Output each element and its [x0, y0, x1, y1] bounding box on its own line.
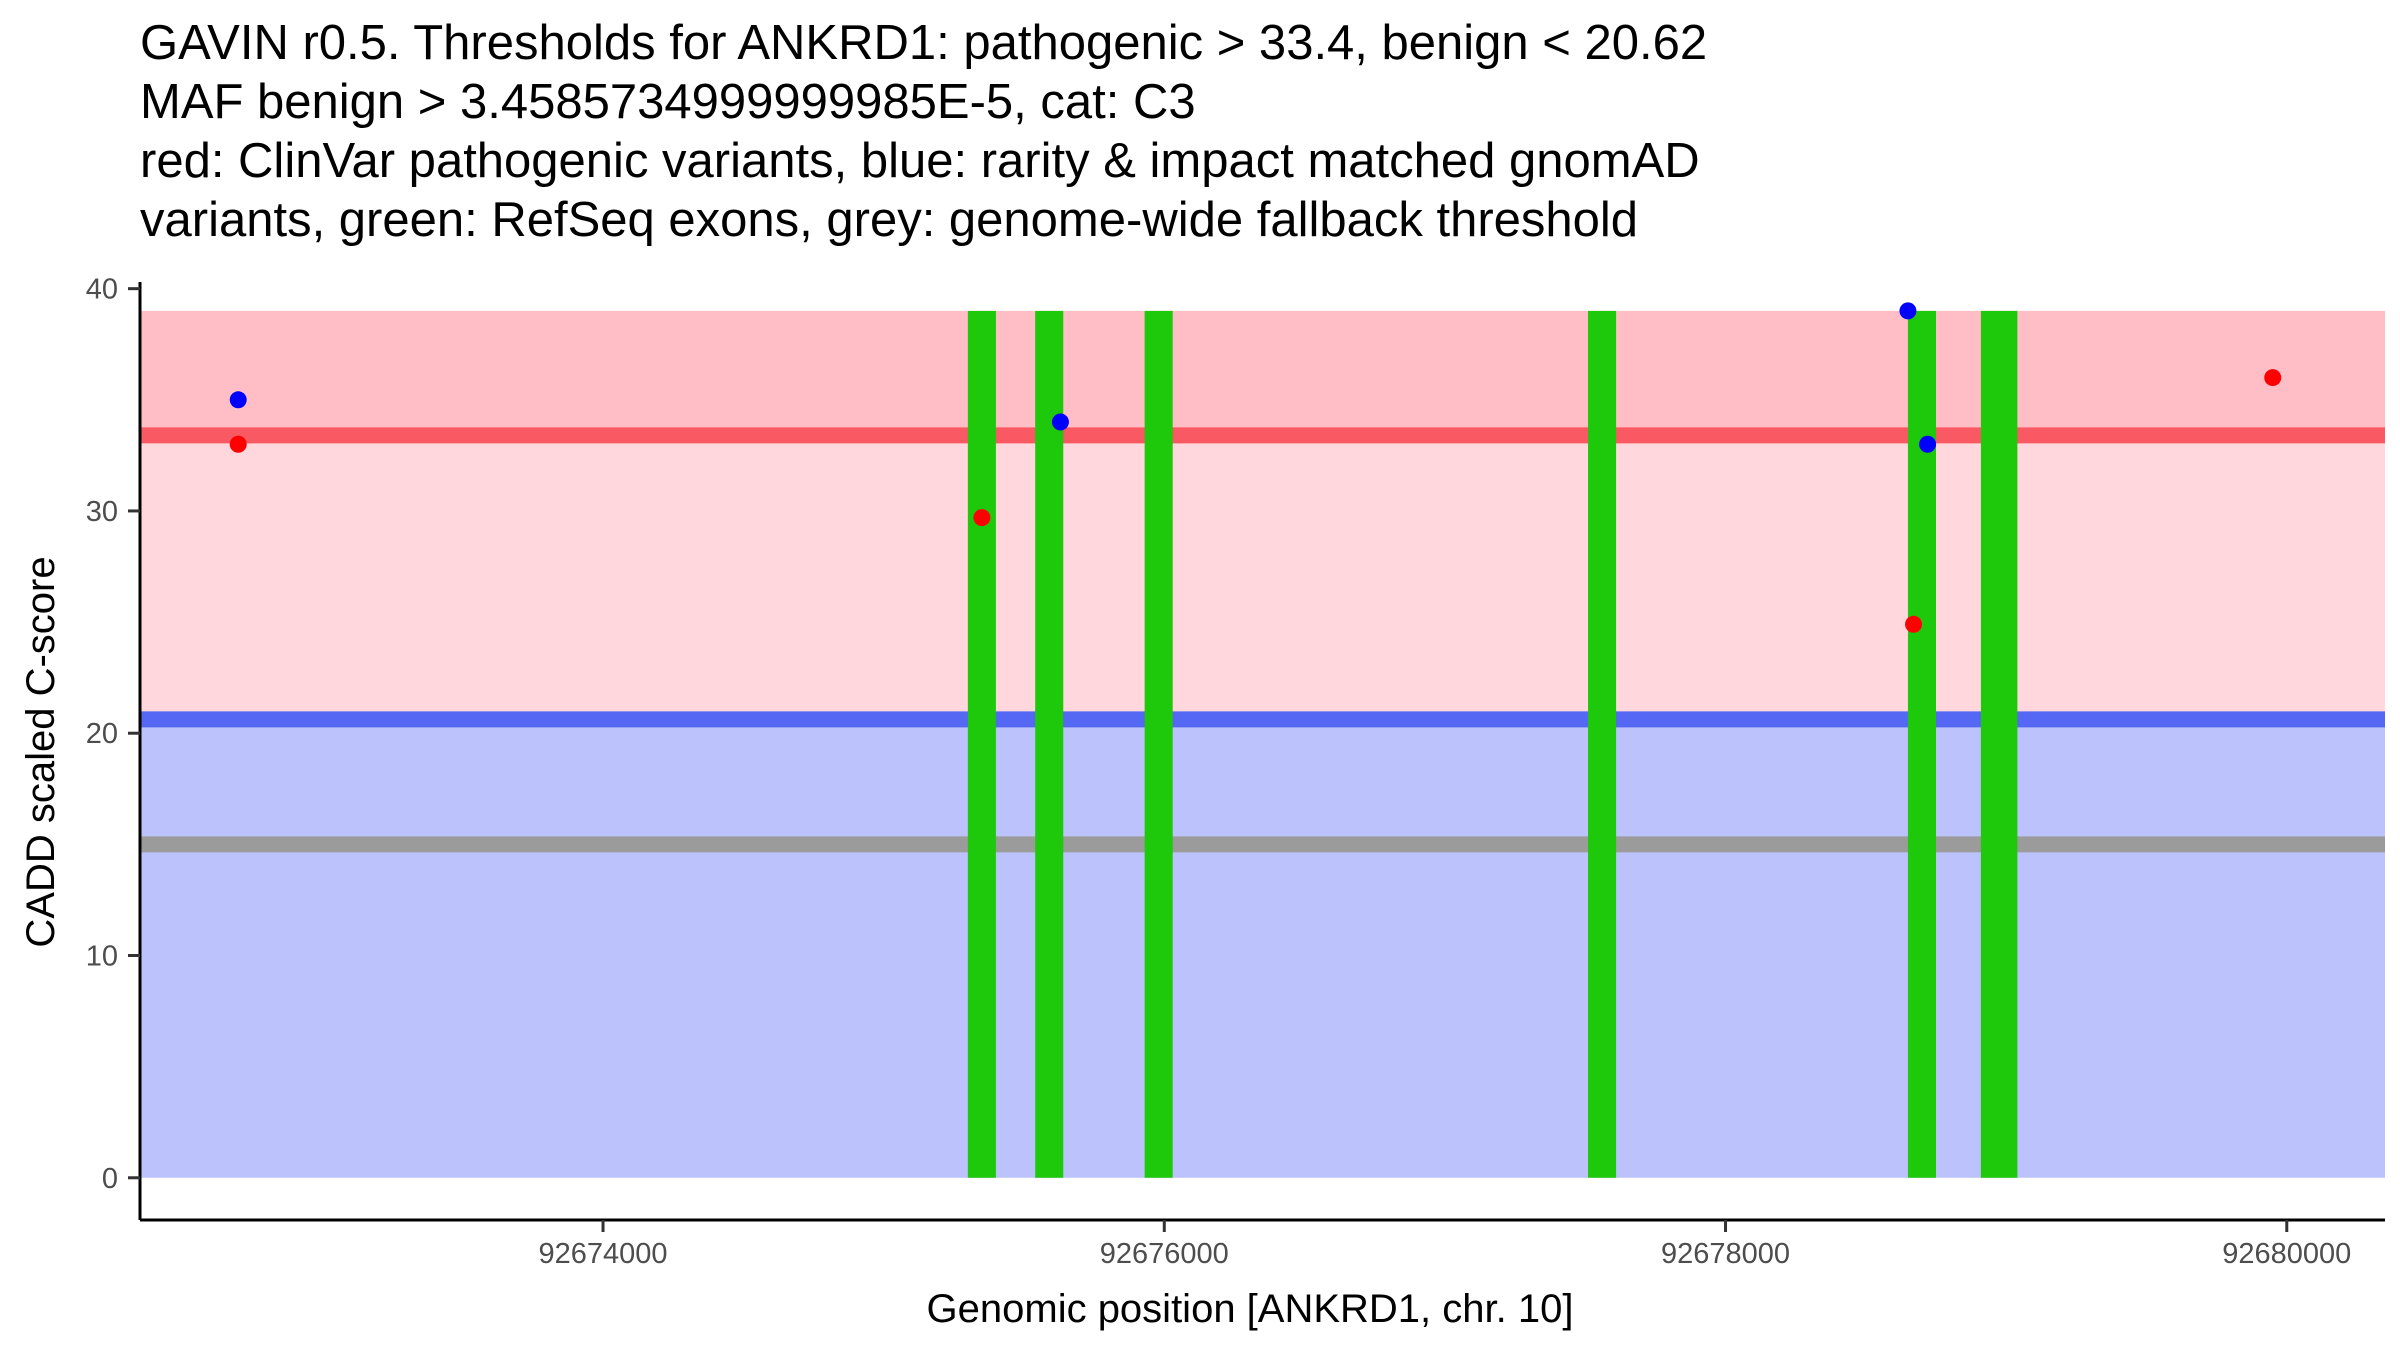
gnomad-point-1	[229, 391, 247, 409]
clinvar-point-2	[973, 509, 991, 527]
title-line-2: MAF benign > 3.4585734999999985E-5, cat:…	[140, 75, 1196, 129]
x-tick-label-3: 92678000	[1661, 1238, 1790, 1270]
benign-zone-band	[140, 719, 2385, 1178]
pathogenic-zone-band	[140, 310, 2385, 436]
clinvar-point-4	[2264, 369, 2282, 387]
title-line-1: GAVIN r0.5. Thresholds for ANKRD1: patho…	[140, 16, 1708, 70]
clinvar-point-1	[229, 435, 247, 453]
gnomad-point-4	[1919, 435, 1937, 453]
title-line-4: variants, green: RefSeq exons, grey: gen…	[140, 193, 1639, 247]
x-tick-label-4: 92680000	[2222, 1238, 2351, 1270]
x-tick-label-2: 92676000	[1100, 1238, 1229, 1270]
exon-bar-1	[967, 310, 996, 1178]
exon-bar-2	[1035, 310, 1064, 1178]
y-tick-label-5: 40	[86, 274, 118, 306]
y-tick-label-4: 30	[86, 496, 118, 528]
exon-bar-5	[1907, 310, 1936, 1178]
x-tick-label-1: 92674000	[539, 1238, 668, 1270]
gnomad-point-2	[1051, 413, 1069, 431]
chart-title: GAVIN r0.5. Thresholds for ANKRD1: patho…	[140, 14, 2360, 250]
y-tick-label-1: 0	[102, 1163, 118, 1195]
exon-bar-3	[1144, 310, 1173, 1178]
clinvar-point-3	[1905, 615, 1923, 633]
exon-bar-4	[1588, 310, 1617, 1178]
y-axis-label: CADD scaled C-score	[19, 556, 63, 947]
y-tick-label-2: 10	[86, 940, 118, 972]
gnomad-point-3	[1899, 302, 1917, 320]
points-layer	[229, 302, 2282, 633]
exons-layer	[967, 310, 2018, 1178]
title-line-3: red: ClinVar pathogenic variants, blue: …	[140, 134, 1700, 188]
x-axis-label: Genomic position [ANKRD1, chr. 10]	[927, 1287, 1574, 1331]
y-tick-label-3: 20	[86, 718, 118, 750]
exon-bar-6	[1980, 310, 2018, 1178]
uncertain-zone-band	[140, 435, 2385, 720]
axes-layer: 92674000 92676000 92678000 92680000 0 10 20 30 4…	[86, 274, 2385, 1270]
